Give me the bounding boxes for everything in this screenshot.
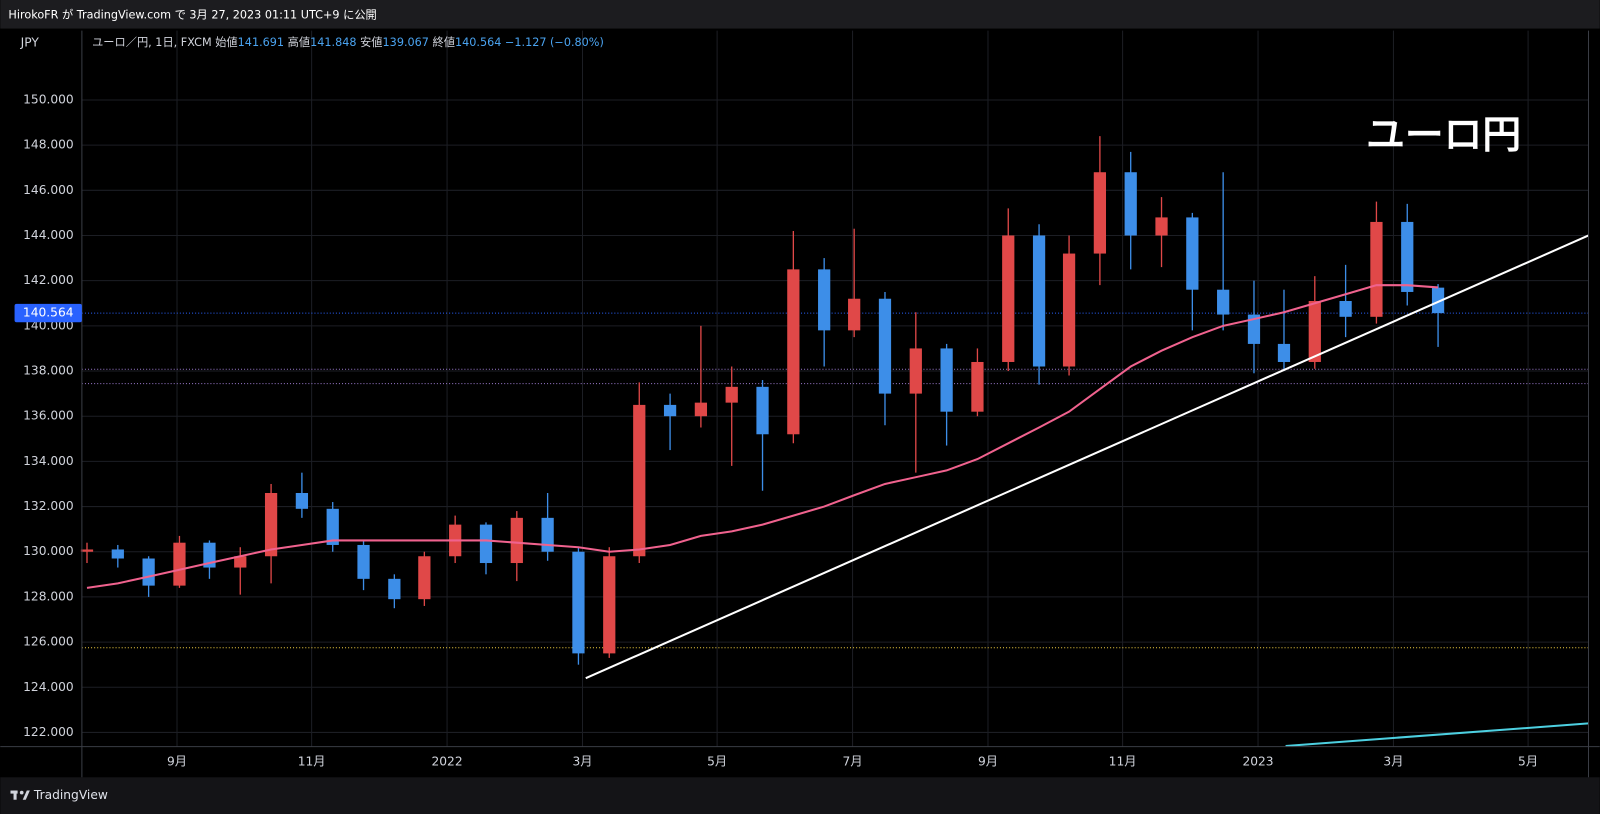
candle-body xyxy=(818,269,831,331)
y-tick-label: 122.000 xyxy=(23,725,74,739)
axis-unit: JPY xyxy=(20,35,40,49)
x-tick-label: 5月 xyxy=(707,754,727,768)
y-tick-label: 138.000 xyxy=(23,364,74,378)
y-tick-label: 144.000 xyxy=(23,228,74,242)
y-tick-label: 142.000 xyxy=(23,273,74,287)
quote-label: 終値 xyxy=(433,35,455,49)
candle-body xyxy=(1155,217,1168,236)
candle-body xyxy=(1124,172,1137,236)
quote-value: 141.848 xyxy=(310,36,356,49)
candle-body xyxy=(142,558,155,586)
quote-change: −1.127 (−0.80%) xyxy=(505,36,604,49)
candle-body xyxy=(909,348,922,394)
candle-body xyxy=(725,386,738,403)
candle-body xyxy=(848,298,861,331)
quote-label: 始値 xyxy=(215,35,237,49)
y-tick-label: 126.000 xyxy=(23,635,74,649)
candle-body xyxy=(1002,235,1015,362)
x-tick-label: 5月 xyxy=(1518,754,1538,768)
moving-average xyxy=(86,284,1439,589)
y-tick-label: 148.000 xyxy=(23,138,74,152)
candle-body xyxy=(1217,289,1230,315)
price-badge xyxy=(14,303,82,323)
trend-line xyxy=(1285,722,1589,748)
x-tick-label: 9月 xyxy=(978,754,998,768)
candle-body xyxy=(1370,221,1383,317)
x-tick-label: 3月 xyxy=(572,754,592,768)
footer-bar xyxy=(0,777,1600,814)
candle-body xyxy=(603,556,616,654)
x-tick-label: 3月 xyxy=(1383,754,1403,768)
x-tick-label: 11月 xyxy=(1109,754,1137,768)
candle-body xyxy=(940,348,953,412)
candle-body xyxy=(388,578,401,600)
candle-body xyxy=(173,542,186,586)
annotation-title: ユーロ円 xyxy=(1366,113,1521,158)
candle-body xyxy=(357,544,370,579)
candle-body xyxy=(541,517,554,552)
quote-label: 高値 xyxy=(288,35,310,49)
x-tick-label: 2023 xyxy=(1242,754,1273,768)
y-tick-label: 136.000 xyxy=(23,409,74,423)
candle-body xyxy=(326,508,339,545)
candle-body xyxy=(1032,235,1046,367)
price-badge-label: 140.564 xyxy=(23,306,74,320)
y-tick-label: 124.000 xyxy=(23,680,74,694)
candle-body xyxy=(1277,343,1291,362)
candle-body xyxy=(1339,300,1352,317)
quote-value: 139.067 xyxy=(383,36,429,49)
candle-body xyxy=(510,517,523,564)
candle-body xyxy=(787,269,800,435)
candle-body xyxy=(971,361,984,412)
y-tick-label: 130.000 xyxy=(23,544,74,558)
candle-body xyxy=(1247,314,1261,344)
y-tick-label: 128.000 xyxy=(23,589,74,603)
candle-body xyxy=(1308,300,1321,362)
candle-body xyxy=(633,404,646,557)
brand-name: TradingView xyxy=(33,788,108,802)
candle-body xyxy=(1062,253,1076,367)
y-tick-label: 150.000 xyxy=(23,92,74,106)
candle-body xyxy=(878,298,892,394)
candle-body xyxy=(1093,172,1107,254)
x-tick-label: 7月 xyxy=(843,754,863,768)
candle-body xyxy=(756,386,769,435)
symbol: ユーロ／円, 1日, FXCM xyxy=(92,36,212,49)
chart xyxy=(80,30,1589,748)
y-tick-label: 134.000 xyxy=(23,454,74,468)
candle-body xyxy=(264,493,278,557)
candle-body xyxy=(418,556,431,600)
candle-body xyxy=(663,404,677,417)
candle-body xyxy=(80,549,94,552)
candle-body xyxy=(479,524,493,564)
y-tick-label: 146.000 xyxy=(23,183,74,197)
candle-body xyxy=(234,556,247,568)
candle-body xyxy=(694,402,708,417)
brand-logo xyxy=(10,790,30,800)
candle-body xyxy=(295,493,309,509)
trend-line xyxy=(585,234,1589,680)
candle-body xyxy=(1186,217,1199,290)
candle-body xyxy=(111,549,124,559)
quote-line: ユーロ／円, 1日, FXCM 始値141.691 高値141.848 安値13… xyxy=(92,35,604,49)
x-tick-label: 11月 xyxy=(298,754,326,768)
x-tick-label: 9月 xyxy=(167,754,187,768)
header-bar xyxy=(0,0,1600,29)
candle-body xyxy=(1401,221,1414,292)
x-tick-label: 2022 xyxy=(431,754,462,768)
candle-body xyxy=(572,551,585,654)
quote-value: 140.564 xyxy=(455,36,501,49)
quote-label: 安値 xyxy=(360,35,382,49)
header-text: HirokoFR が TradingView.com で 3月 27, 2023… xyxy=(8,7,376,21)
candle-body xyxy=(1431,287,1445,314)
quote-value: 141.691 xyxy=(238,36,284,49)
y-tick-label: 132.000 xyxy=(23,499,74,513)
